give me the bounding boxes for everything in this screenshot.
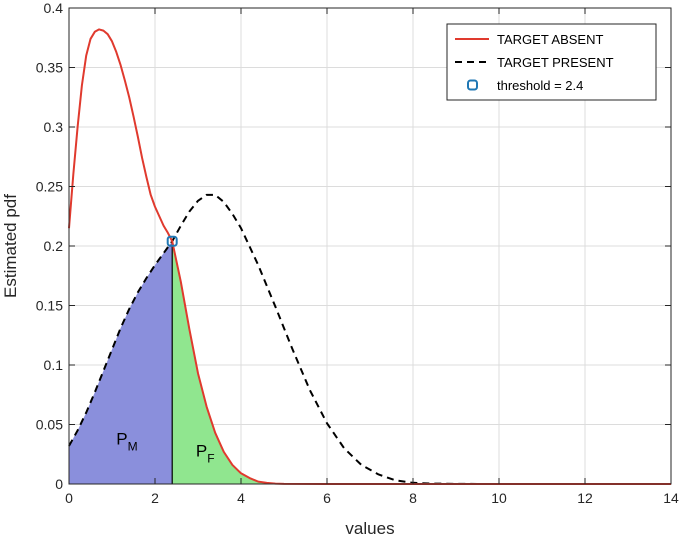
series-line-target-absent	[68, 28, 671, 485]
shaded-region-f	[172, 241, 284, 484]
y-tick-label: 0.1	[44, 357, 64, 373]
y-tick-label: 0	[55, 476, 63, 492]
y-tick-label: 0.15	[36, 298, 63, 314]
legend-label: TARGET PRESENT	[497, 55, 614, 70]
tick-labels: 0 2 4 6 8 10 12 14 0 0.05 0.1 0.15 0.2 0.25 0.3 0.35 0.4	[36, 0, 679, 506]
y-tick-label: 0.4	[44, 0, 64, 16]
x-tick-label: 0	[65, 490, 73, 506]
y-tick-label: 0.2	[44, 238, 64, 254]
shaded-regions	[69, 241, 284, 484]
x-tick-label: 12	[577, 490, 593, 506]
legend-item-target-absent: TARGET ABSENT	[455, 32, 603, 47]
x-tick-label: 14	[663, 490, 679, 506]
shaded-region-m	[69, 241, 173, 484]
series-lines	[68, 28, 671, 485]
x-tick-label: 8	[409, 490, 417, 506]
y-tick-label: 0.25	[36, 179, 63, 195]
threshold-marker	[166, 235, 178, 247]
x-tick-label: 6	[323, 490, 331, 506]
x-tick-label: 4	[237, 490, 245, 506]
y-tick-label: 0.05	[36, 417, 63, 433]
x-tick-label: 10	[491, 490, 507, 506]
threshold-marker-group	[166, 235, 178, 247]
region-label-subscript: M	[128, 440, 138, 454]
y-tick-label: 0.3	[44, 119, 64, 135]
legend-label: threshold = 2.4	[497, 78, 583, 93]
region-label-subscript: F	[207, 452, 214, 466]
series-line-target-present	[68, 193, 671, 485]
x-axis-label: values	[345, 519, 394, 538]
axes	[68, 7, 672, 485]
y-tick-label: 0.35	[36, 60, 63, 76]
legend: TARGET ABSENT TARGET PRESENT threshold = 2…	[446, 23, 657, 101]
legend-item-threshold: threshold = 2.4	[467, 78, 583, 93]
y-axis-label: Estimated pdf	[1, 194, 20, 298]
legend-item-target-present: TARGET PRESENT	[455, 55, 614, 70]
legend-label: TARGET ABSENT	[497, 32, 603, 47]
x-tick-label: 2	[151, 490, 159, 506]
legend-swatch-marker	[467, 79, 478, 91]
